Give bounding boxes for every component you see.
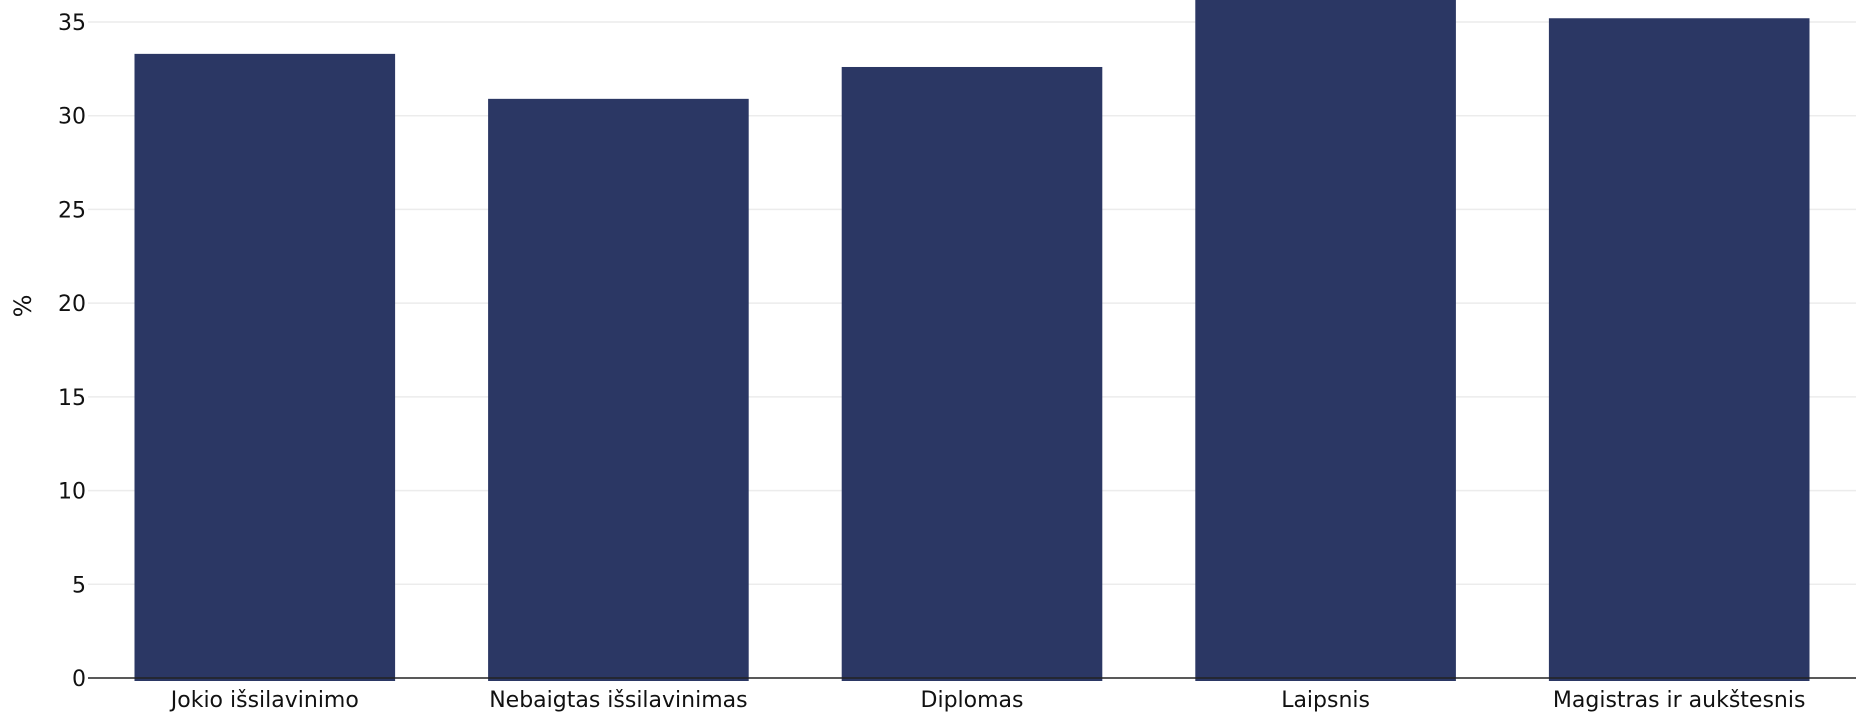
y-tick-label: 20 (58, 292, 86, 317)
y-tick-label: 15 (58, 386, 86, 411)
bar (1195, 0, 1456, 681)
y-tick-label: 10 (58, 480, 86, 505)
x-tick-label: Diplomas (921, 688, 1024, 713)
bar (488, 98, 749, 682)
x-tick-label: Jokio išsilavinimo (169, 688, 359, 713)
y-tick-label: 0 (72, 667, 86, 692)
bar (134, 53, 396, 682)
y-tick-label: 25 (58, 198, 86, 223)
y-tick-label: 30 (58, 105, 86, 130)
y-axis-label: % (9, 295, 37, 318)
x-tick-label: Laipsnis (1281, 688, 1370, 713)
bar (841, 66, 1103, 682)
y-tick-label: 35 (58, 11, 86, 36)
x-axis-ticks: Jokio išsilavinimo Nebaigtas išsilavinima… (169, 688, 1806, 713)
bar (1548, 18, 1810, 682)
bars (134, 0, 1810, 682)
x-tick-label: Magistras ir aukštesnis (1553, 688, 1806, 713)
x-tick-label: Nebaigtas išsilavinimas (489, 688, 747, 713)
y-axis-ticks: 0 5 10 15 20 25 30 35 (58, 11, 86, 692)
y-tick-label: 5 (72, 573, 86, 598)
